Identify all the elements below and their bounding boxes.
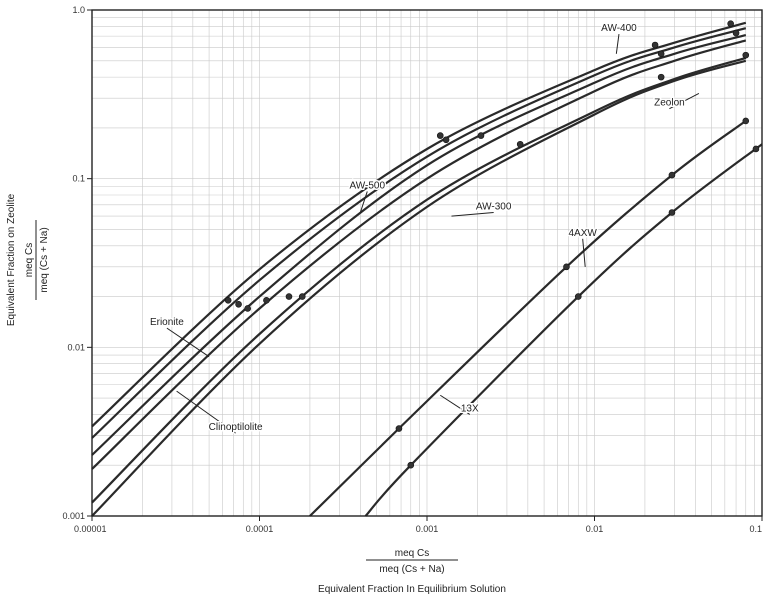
y-axis-numerator: meq Cs	[24, 243, 35, 277]
series-line-4axw	[309, 120, 747, 517]
data-point-marker	[477, 132, 485, 139]
x-tick-label: 0.01	[586, 524, 604, 534]
x-axis-denominator: meq (Cs + Na)	[379, 564, 444, 575]
data-point-marker	[657, 73, 665, 81]
data-point-marker	[244, 305, 251, 312]
annotation-label-13x: 13X	[461, 403, 479, 414]
data-point-marker	[285, 293, 293, 300]
y-tick-label: 0.001	[62, 511, 85, 521]
annotation-label-zeolon: Zeolon	[654, 98, 685, 109]
data-markers	[224, 20, 760, 469]
grid-lines	[91, 10, 762, 517]
annotation-leader	[451, 212, 494, 217]
data-point-marker	[407, 461, 415, 469]
data-point-marker	[224, 297, 232, 304]
data-point-marker	[668, 209, 676, 216]
annotation-label-4axw: 4AXW	[569, 228, 598, 239]
data-point-marker	[235, 300, 242, 308]
data-point-marker	[516, 140, 524, 148]
x-tick-label: 0.001	[416, 524, 439, 534]
data-point-marker	[742, 117, 750, 125]
series-line-aw-300	[91, 56, 747, 504]
annotation-label-clinoptilolite: Clinoptilolite	[209, 422, 263, 433]
y-axis-denominator: meq (Cs + Na)	[39, 227, 50, 292]
annotation-leader	[582, 238, 586, 267]
data-point-marker	[727, 20, 734, 27]
series-line-clinoptilolite	[91, 59, 747, 517]
y-tick-label: 0.1	[72, 174, 85, 184]
data-point-marker	[298, 293, 306, 300]
data-point-marker	[263, 297, 270, 304]
annotation-leader	[439, 394, 471, 415]
x-tick-label: 0.00001	[74, 524, 107, 534]
series-line-aw-400	[91, 21, 747, 428]
data-point-marker	[752, 145, 760, 153]
series-line-aw-500	[91, 27, 747, 439]
annotation-leader	[176, 390, 236, 434]
curve-annotations: AW-400 Zeolon AW-500 AW-300 Erionite Clinopti…	[148, 22, 700, 435]
annotation-leader	[669, 93, 700, 110]
annotation-label-erionite: Erionite	[150, 317, 184, 328]
y-axis-caption-group: Equivalent Fraction on Zeolite	[6, 193, 17, 326]
annotation-leader	[166, 327, 210, 358]
annotation-label-aw-500: AW-500	[349, 180, 385, 191]
y-axis-caption: Equivalent Fraction on Zeolite	[6, 193, 17, 326]
y-tick-label: 0.01	[67, 342, 85, 352]
x-tick-label: 0.1	[749, 524, 762, 534]
x-axis-ticks: 0.00001 0.0001 0.001 0.01 0.1	[74, 516, 763, 534]
series-line-erionite	[91, 34, 747, 456]
data-point-marker	[574, 293, 582, 300]
x-axis-caption: Equivalent Fraction In Equilibrium Solut…	[318, 584, 506, 595]
annotation-label-aw-400: AW-400	[601, 23, 637, 34]
data-point-marker	[395, 425, 403, 432]
data-point-marker	[563, 263, 570, 271]
series-curves	[91, 21, 763, 517]
data-point-marker	[732, 29, 740, 37]
y-axis-ticks: 0.001 0.01 0.1 1.0	[62, 5, 92, 521]
annotation-label-aw-300: AW-300	[476, 202, 512, 213]
data-point-marker	[442, 136, 450, 144]
data-point-marker	[668, 171, 676, 179]
data-point-marker	[657, 50, 665, 58]
annotation-leader	[359, 191, 368, 213]
annotation-leader	[615, 33, 620, 54]
data-point-marker	[436, 132, 444, 139]
series-line-zeolon	[91, 39, 747, 470]
x-axis-numerator: meq Cs	[395, 548, 429, 559]
data-point-marker	[742, 51, 750, 59]
y-tick-label: 1.0	[72, 5, 85, 15]
y-axis-fraction-group: meq Cs meq (Cs + Na)	[24, 220, 50, 300]
x-tick-label: 0.0001	[246, 524, 274, 534]
data-point-marker	[651, 41, 659, 49]
